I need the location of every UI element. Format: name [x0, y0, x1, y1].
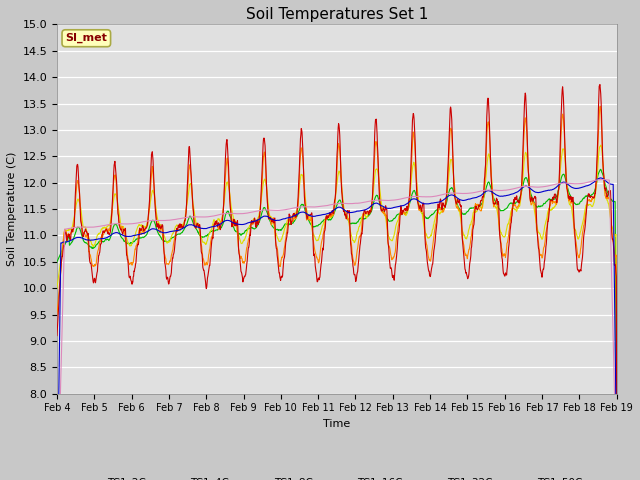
Legend: TC1_2Cm, TC1_4Cm, TC1_8Cm, TC1_16Cm, TC1_32Cm, TC1_50Cm: TC1_2Cm, TC1_4Cm, TC1_8Cm, TC1_16Cm, TC1…: [77, 472, 597, 480]
Title: Soil Temperatures Set 1: Soil Temperatures Set 1: [246, 7, 428, 22]
Y-axis label: Soil Temperature (C): Soil Temperature (C): [7, 152, 17, 266]
Text: SI_met: SI_met: [65, 33, 108, 43]
X-axis label: Time: Time: [323, 419, 351, 429]
